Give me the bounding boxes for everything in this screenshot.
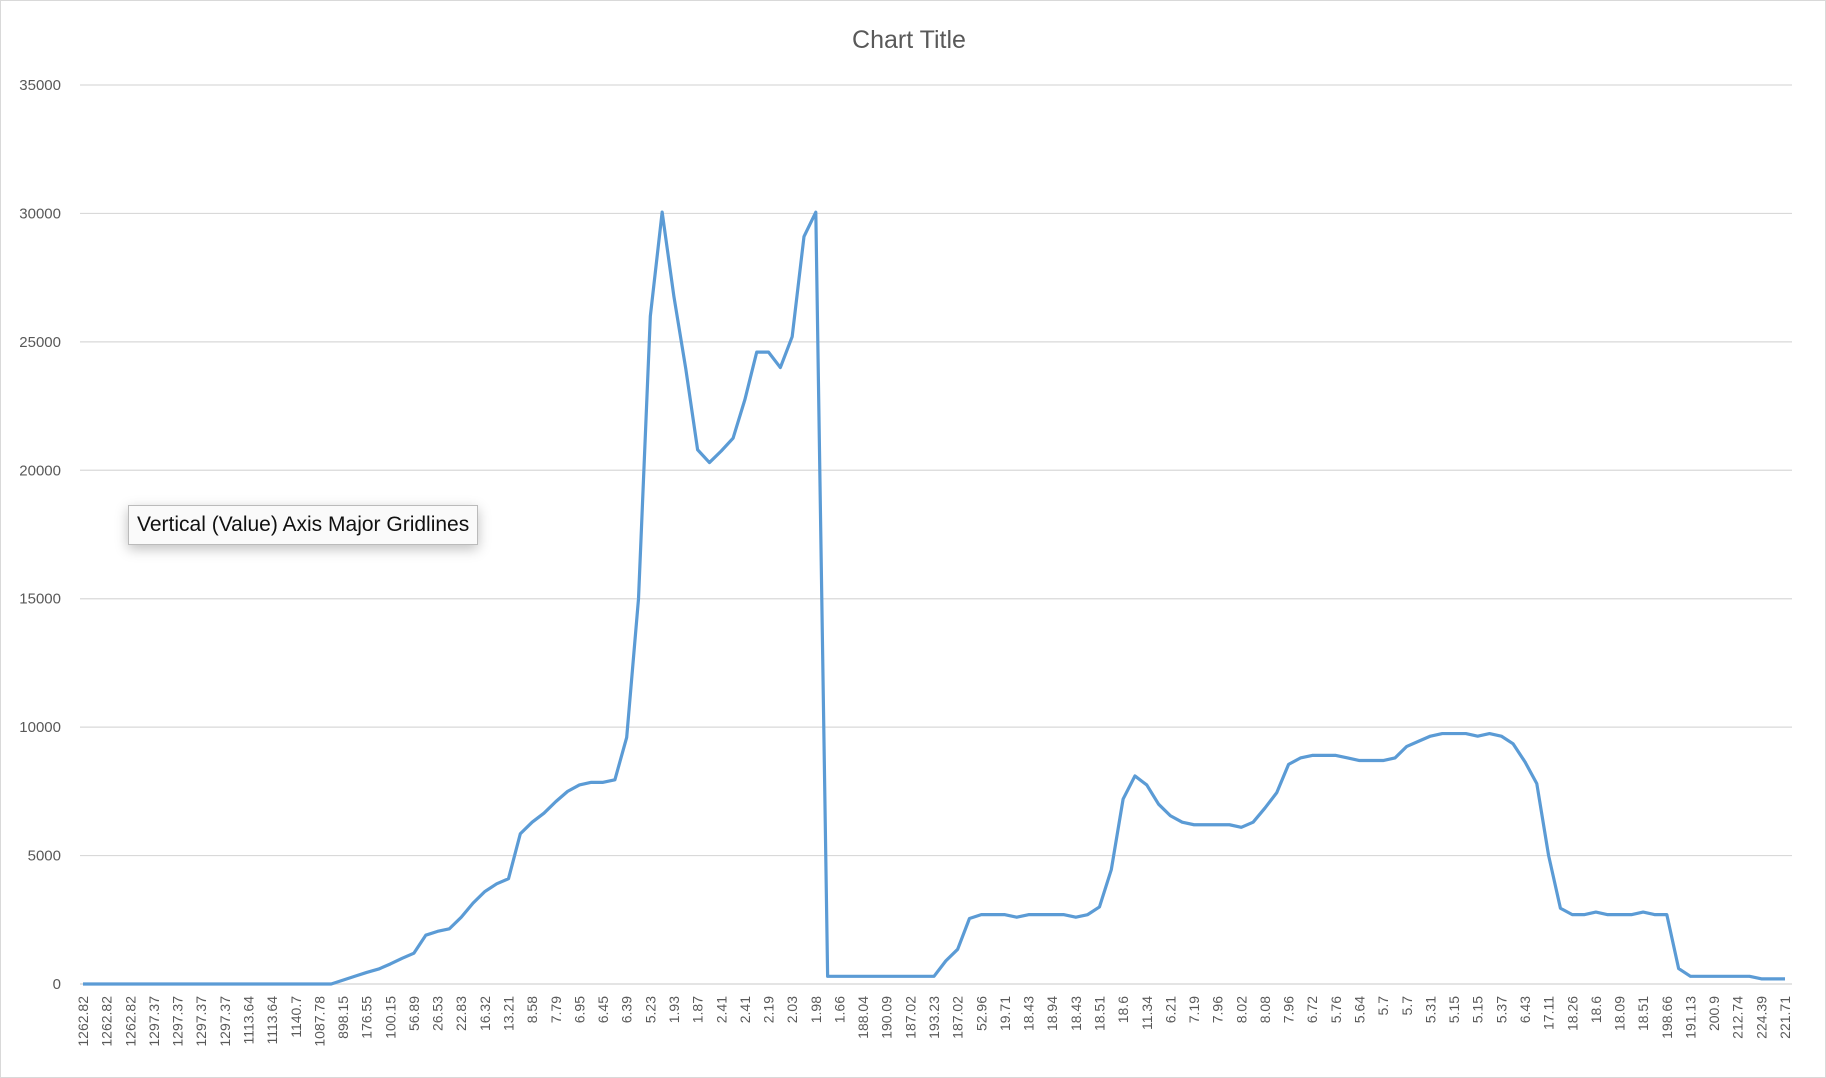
x-tick-label: 8.08 [1257,996,1273,1023]
x-tick-label: 1.93 [666,996,682,1023]
y-tick-label: 0 [53,976,61,993]
x-tick-label: 1262.82 [75,996,91,1047]
x-tick-label: 198.66 [1659,996,1675,1039]
x-tick-label: 5.7 [1375,996,1391,1016]
x-tick-label: 22.83 [453,996,469,1031]
x-tick-label: 18.6 [1588,996,1604,1023]
x-tick-label: 2.41 [737,996,753,1023]
x-tick-label: 1297.37 [170,996,186,1047]
x-tick-label: 193.23 [926,996,942,1039]
x-tick-label: 191.13 [1682,996,1698,1039]
x-tick-label: 5.76 [1328,996,1344,1023]
x-tick-label: 2.41 [713,996,729,1023]
x-tick-label: 1297.37 [217,996,233,1047]
x-tick-label: 187.02 [902,996,918,1039]
x-tick-label: 187.02 [950,996,966,1039]
x-tick-label: 18.43 [1068,996,1084,1031]
x-tick-label: 8.58 [524,996,540,1023]
x-tick-label: 898.15 [335,996,351,1039]
x-tick-label: 7.19 [1186,996,1202,1023]
x-tick-label: 6.43 [1517,996,1533,1023]
x-tick-label: 221.71 [1777,996,1793,1039]
x-tick-label: 2.03 [784,996,800,1023]
x-tick-label: 1.98 [808,996,824,1023]
x-tick-label: 2.19 [761,996,777,1023]
x-tick-label: 1113.64 [264,996,280,1045]
x-tick-label: 18.6 [1115,996,1131,1023]
x-tick-label: 1297.37 [193,996,209,1047]
x-tick-label: 18.43 [1021,996,1037,1031]
x-tick-label: 1113.64 [240,996,256,1045]
x-tick-label: 1.66 [831,996,847,1023]
x-tick-label: 18.09 [1612,996,1628,1031]
x-tick-label: 6.72 [1304,996,1320,1023]
y-tick-label: 10000 [19,719,61,736]
x-tick-label: 5.23 [642,996,658,1023]
x-tick-label: 188.04 [855,996,871,1039]
x-tick-label: 5.64 [1352,996,1368,1023]
x-tick-label: 5.15 [1470,996,1486,1023]
x-tick-label: 1262.82 [99,996,115,1047]
x-tick-label: 17.11 [1541,996,1557,1030]
x-tick-label: 8.02 [1233,996,1249,1023]
x-tick-label: 5.7 [1399,996,1415,1016]
x-tick-label: 5.15 [1446,996,1462,1023]
x-tick-label: 26.53 [430,996,446,1031]
x-tick-label: 100.15 [382,996,398,1039]
chart-title: Chart Title [852,26,966,54]
x-tick-label: 1.87 [690,996,706,1023]
x-tick-label: 6.95 [571,996,587,1023]
x-tick-label: 16.32 [477,996,493,1031]
x-tick-label: 7.79 [548,996,564,1023]
x-tick-label: 7.96 [1281,996,1297,1023]
x-tick-label: 5.37 [1493,996,1509,1023]
x-tick-label: 190.09 [879,996,895,1039]
x-tick-label: 18.94 [1044,996,1060,1031]
y-tick-label: 30000 [19,205,61,222]
x-tick-label: 200.9 [1706,996,1722,1031]
x-tick-label: 18.51 [1091,996,1107,1031]
x-tick-label: 13.21 [501,996,517,1031]
y-tick-label: 25000 [19,334,61,351]
x-tick-label: 1140.7 [288,996,304,1038]
tooltip: Vertical (Value) Axis Major Gridlines [128,505,479,545]
x-tick-label: 52.96 [973,996,989,1031]
x-tick-label: 19.71 [997,996,1013,1031]
x-tick-label: 6.39 [619,996,635,1023]
x-tick-label: 1262.82 [122,996,138,1047]
y-tick-label: 5000 [28,848,61,865]
x-tick-label: 18.26 [1564,996,1580,1031]
x-tick-label: 224.39 [1753,996,1769,1039]
data-line [83,210,1785,986]
x-tick-label: 5.31 [1422,996,1438,1023]
x-tick-label: 11.34 [1139,996,1155,1030]
x-tick-label: 7.96 [1210,996,1226,1023]
y-tick-label: 15000 [19,591,61,608]
x-tick-label: 6.21 [1162,996,1178,1023]
x-tick-label: 18.51 [1635,996,1651,1031]
x-tick-label: 176.55 [359,996,375,1039]
x-tick-label: 1087.78 [311,996,327,1047]
x-tick-label: 1297.37 [146,996,162,1047]
x-tick-label: 212.74 [1730,996,1746,1039]
y-tick-label: 20000 [19,462,61,479]
y-tick-label: 35000 [19,77,61,94]
x-tick-label: 6.45 [595,996,611,1023]
x-tick-label: 56.89 [406,996,422,1031]
